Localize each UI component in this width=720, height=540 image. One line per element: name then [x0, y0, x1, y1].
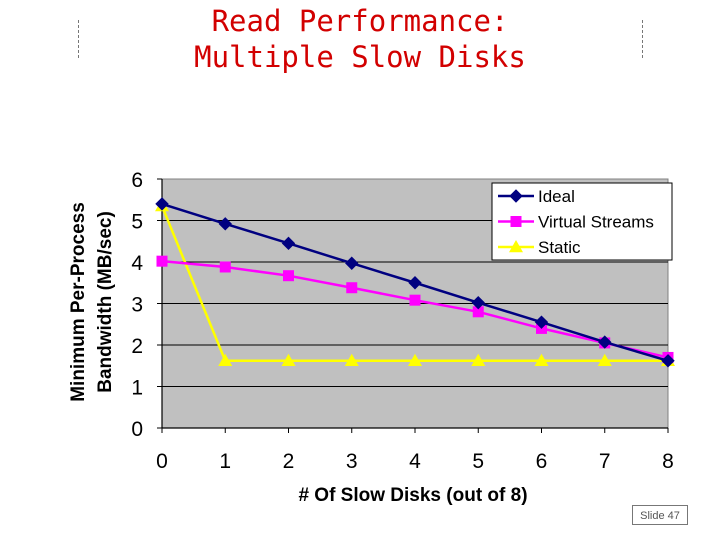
point-virtual-streams-5 [472, 306, 484, 318]
point-static-3 [344, 353, 359, 367]
point-static-7 [597, 353, 612, 367]
point-virtual-streams-2 [283, 270, 294, 282]
legend-swatch-marker-ideal [509, 189, 523, 203]
legend-label-virtual-streams: Virtual Streams [538, 213, 654, 232]
y-tick-label-5: 5 [131, 211, 143, 234]
point-static-6 [534, 353, 549, 367]
x-tick-label-1: 1 [219, 450, 231, 473]
y-tick-label-4: 4 [131, 252, 143, 275]
x-tick-label-6: 6 [536, 450, 548, 473]
legend-label-static: Static [538, 238, 581, 257]
x-tick-label-2: 2 [283, 450, 295, 473]
y-tick-label-3: 3 [131, 294, 143, 317]
x-tick-label-8: 8 [662, 450, 674, 473]
point-static-4 [408, 353, 422, 367]
x-axis-label: # Of Slow Disks (out of 8) [298, 485, 527, 506]
point-virtual-streams-4 [409, 294, 421, 306]
point-static-2 [281, 353, 296, 367]
point-static-5 [471, 353, 486, 367]
y-tick-label-0: 0 [131, 418, 143, 441]
decorative-rule-left [78, 20, 79, 58]
y-axis-label-line-2: Bandwidth (MB/sec) [95, 211, 116, 393]
point-ideal-5 [471, 295, 485, 310]
point-ideal-3 [345, 256, 359, 270]
legend-label-ideal: Ideal [538, 187, 575, 206]
point-ideal-4 [408, 276, 422, 290]
point-static-1 [218, 353, 233, 367]
point-virtual-streams-0 [156, 255, 168, 267]
slide-title-line-1: Read Performance: [211, 4, 509, 38]
y-axis-label-line-1: Minimum Per-Process [68, 202, 89, 402]
y-tick-label-1: 1 [131, 377, 143, 400]
x-tick-label-4: 4 [409, 450, 421, 473]
point-ideal-2 [281, 236, 296, 251]
legend-swatch-marker-static [509, 240, 523, 253]
point-ideal-6 [534, 315, 549, 329]
point-virtual-streams-1 [219, 261, 231, 273]
point-ideal-8 [661, 354, 675, 368]
x-tick-label-5: 5 [472, 450, 484, 473]
x-tick-label-0: 0 [156, 450, 168, 473]
y-tick-label-6: 6 [131, 169, 143, 192]
x-tick-label-3: 3 [346, 450, 358, 473]
decorative-rule-right [642, 20, 643, 58]
legend-swatch-marker-virtual-streams [510, 216, 522, 227]
point-ideal-7 [598, 335, 612, 349]
slide-title-line-2: Multiple Slow Disks [194, 40, 526, 74]
point-ideal-0 [155, 197, 169, 211]
point-virtual-streams-3 [346, 282, 358, 294]
point-ideal-1 [218, 217, 232, 231]
x-tick-label-7: 7 [599, 450, 611, 473]
slide-number: Slide 47 [632, 505, 688, 525]
y-tick-label-2: 2 [131, 335, 143, 358]
